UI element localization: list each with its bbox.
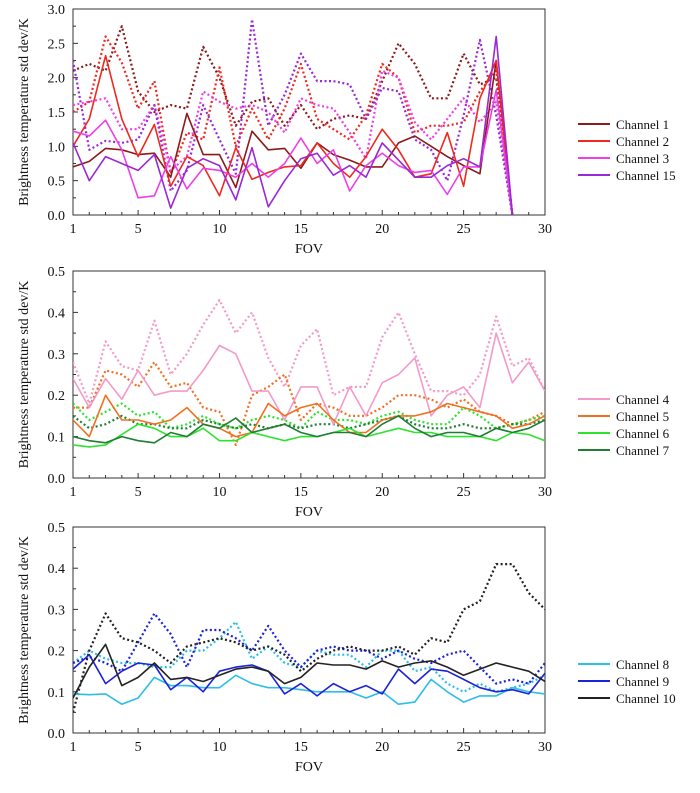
legend: Channel 1 Channel 2 Channel 3 Channel 15 (578, 117, 676, 183)
series-line-channel-4-dotted (73, 298, 545, 405)
series-line-channel-5-solid (73, 394, 545, 438)
series-line-channel-8-dotted (73, 620, 545, 693)
x-axis-title: FOV (295, 505, 323, 520)
series-line-channel-1-dotted (73, 25, 514, 215)
x-tick-label: 20 (375, 485, 389, 500)
x-tick-label: 10 (212, 222, 226, 237)
x-tick-label: 1 (70, 740, 77, 755)
series-line-channel-10-solid (73, 643, 545, 699)
y-tick-label: 0.1 (48, 431, 66, 446)
x-tick-label: 25 (457, 222, 471, 237)
x-tick-label: 5 (135, 740, 142, 755)
legend-label-channel-3: Channel 3 (616, 151, 669, 166)
series-group (73, 562, 545, 713)
y-tick-label: 1.0 (48, 140, 66, 155)
y-tick-label: 1.5 (48, 106, 66, 121)
series-line-channel-6-solid (73, 423, 545, 448)
y-tick-label: 2.0 (48, 72, 66, 87)
x-tick-label: 20 (375, 740, 389, 755)
y-tick-label: 0.5 (48, 521, 66, 536)
series-line-channel-15-dotted (73, 18, 514, 215)
x-tick-label: 20 (375, 222, 389, 237)
x-tick-label: 5 (135, 485, 142, 500)
x-axis-title: FOV (295, 760, 323, 775)
legend-label-channel-5: Channel 5 (616, 409, 669, 424)
plot-frame (72, 526, 546, 734)
legend-label-channel-10: Channel 10 (616, 691, 676, 706)
y-tick-label: 0.5 (48, 265, 66, 280)
y-tick-label: 3.0 (48, 3, 66, 18)
x-tick-label: 15 (294, 485, 308, 500)
series-line-channel-15-solid (73, 35, 514, 215)
x-tick-label: 25 (457, 740, 471, 755)
y-tick-label: 0.3 (48, 348, 66, 363)
chart-panel-2: 1 5 10 15 20 25 300.00.10.20.30.40.5FOVBrightn… (17, 265, 670, 520)
legend-label-channel-9: Channel 9 (616, 674, 669, 689)
x-tick-label: 30 (538, 222, 552, 237)
series-line-channel-4-solid (73, 332, 545, 426)
y-tick-label: 0.1 (48, 686, 66, 701)
x-tick-label: 25 (457, 485, 471, 500)
x-tick-label: 30 (538, 740, 552, 755)
x-tick-label: 30 (538, 485, 552, 500)
x-tick-label: 1 (70, 485, 77, 500)
series-line-channel-7-solid (73, 415, 545, 444)
y-tick-label: 2.5 (48, 37, 66, 52)
x-tick-label: 10 (212, 485, 226, 500)
x-tick-label: 1 (70, 222, 77, 237)
series-line-channel-3-solid (73, 89, 514, 215)
y-tick-label: 0.0 (48, 472, 66, 487)
y-tick-label: 0.5 (48, 175, 66, 190)
legend-label-channel-4: Channel 4 (616, 392, 670, 407)
legend: Channel 4 Channel 5 Channel 6 Channel 7 (578, 392, 670, 458)
chart-panel-1: 1 5 10 15 20 25 300.00.51.01.52.02.53.0FOVBrig… (17, 3, 676, 257)
y-tick-label: 0.2 (48, 389, 66, 404)
y-tick-label: 0.2 (48, 645, 66, 660)
chart-panel-3: 1 5 10 15 20 25 300.00.10.20.30.40.5FOVBrightn… (17, 521, 676, 775)
y-axis-title: Brightness temperature std dev/K (17, 536, 32, 724)
x-tick-label: 15 (294, 740, 308, 755)
series-line-channel-2-solid (73, 54, 514, 215)
plot-frame (72, 270, 546, 479)
y-tick-label: 0.0 (48, 209, 66, 224)
y-tick-label: 0.4 (48, 562, 66, 577)
y-tick-label: 0.3 (48, 603, 66, 618)
series-line-channel-6-dotted (73, 402, 545, 430)
x-tick-label: 10 (212, 740, 226, 755)
series-group (73, 18, 514, 215)
series-line-channel-3-dotted (73, 69, 514, 215)
series-line-channel-9-dotted (73, 612, 545, 685)
x-axis-title: FOV (295, 242, 323, 257)
legend-label-channel-7: Channel 7 (616, 443, 670, 458)
legend-label-channel-8: Channel 8 (616, 657, 669, 672)
y-tick-label: 0.4 (48, 306, 66, 321)
y-axis-title: Brightness temperature std dev/K (17, 281, 32, 469)
series-group (73, 298, 545, 448)
series-line-channel-2-dotted (73, 35, 514, 215)
y-axis-title: Brightness temperature std dev/K (17, 18, 32, 206)
plot-frame (72, 8, 546, 216)
series-line-channel-5-dotted (73, 361, 545, 446)
legend-label-channel-2: Channel 2 (616, 134, 669, 149)
x-tick-label: 15 (294, 222, 308, 237)
x-tick-label: 5 (135, 222, 142, 237)
legend-label-channel-15: Channel 15 (616, 168, 676, 183)
legend-label-channel-1: Channel 1 (616, 117, 669, 132)
legend-label-channel-6: Channel 6 (616, 426, 670, 441)
legend: Channel 8 Channel 9 Channel 10 (578, 657, 676, 706)
y-tick-label: 0.0 (48, 727, 66, 742)
